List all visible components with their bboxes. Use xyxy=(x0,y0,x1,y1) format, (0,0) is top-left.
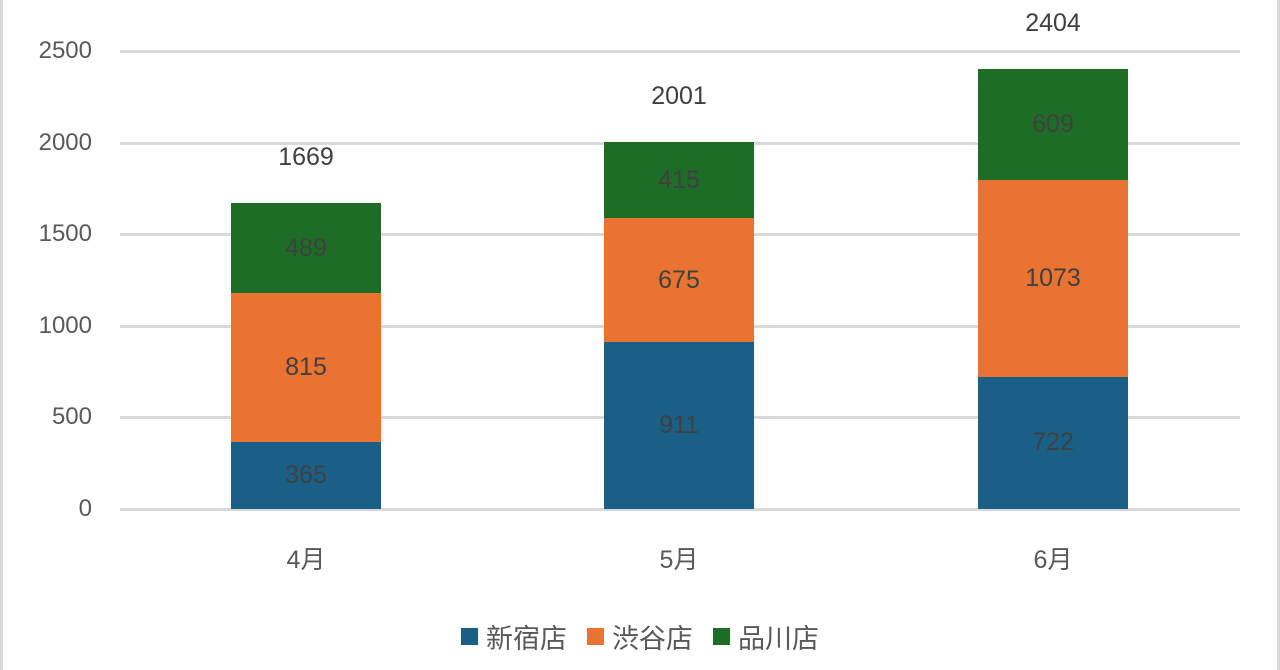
legend-label: 品川店 xyxy=(738,624,819,654)
gridline xyxy=(120,508,1240,511)
total-label: 2404 xyxy=(1025,8,1081,37)
data-label: 911 xyxy=(659,411,699,440)
bar-segment[interactable]: 365 xyxy=(231,442,381,509)
x-axis-tick-label: 6月 xyxy=(1033,546,1073,574)
total-label: 2001 xyxy=(651,82,707,111)
legend-swatch-icon xyxy=(713,628,730,645)
data-label: 675 xyxy=(658,265,700,294)
y-axis-tick-label: 2000 xyxy=(38,128,92,156)
data-label: 722 xyxy=(1032,428,1074,457)
legend-item[interactable]: 渋谷店 xyxy=(587,617,693,656)
bar-segment[interactable]: 675 xyxy=(604,218,754,343)
y-axis-tick-label: 0 xyxy=(78,495,92,522)
bar-segment[interactable]: 489 xyxy=(231,203,381,293)
data-label: 1073 xyxy=(1025,263,1081,292)
bar-segment[interactable]: 911 xyxy=(604,342,754,509)
bar-segment[interactable]: 815 xyxy=(231,292,381,443)
bar-segment[interactable]: 609 xyxy=(978,68,1128,181)
y-axis-tick-label: 500 xyxy=(51,403,92,431)
bar-segment[interactable]: 415 xyxy=(604,142,754,219)
legend-item[interactable]: 新宿店 xyxy=(461,617,567,656)
legend-label: 渋谷店 xyxy=(612,624,693,654)
legend-item[interactable]: 品川店 xyxy=(713,617,819,656)
data-label: 489 xyxy=(285,233,327,262)
x-axis-tick-label: 4月 xyxy=(286,546,326,574)
gridline xyxy=(120,50,1240,53)
data-label: 815 xyxy=(285,352,327,381)
bar-segment[interactable]: 722 xyxy=(978,376,1128,509)
legend-swatch-icon xyxy=(587,628,604,645)
y-axis-tick-label: 1500 xyxy=(38,220,92,248)
total-label: 1669 xyxy=(278,143,334,172)
data-label: 415 xyxy=(658,165,700,194)
data-label: 609 xyxy=(1032,109,1074,138)
y-axis-tick-label: 1000 xyxy=(38,311,92,339)
bar-segment[interactable]: 1073 xyxy=(978,180,1128,377)
legend-label: 新宿店 xyxy=(486,624,567,654)
x-axis-tick-label: 5月 xyxy=(659,546,699,574)
chart-legend: 新宿店 渋谷店 品川店 xyxy=(0,617,1280,656)
y-axis-tick-label: 2500 xyxy=(38,37,92,64)
data-label: 365 xyxy=(285,461,327,490)
legend-swatch-icon xyxy=(461,628,478,645)
